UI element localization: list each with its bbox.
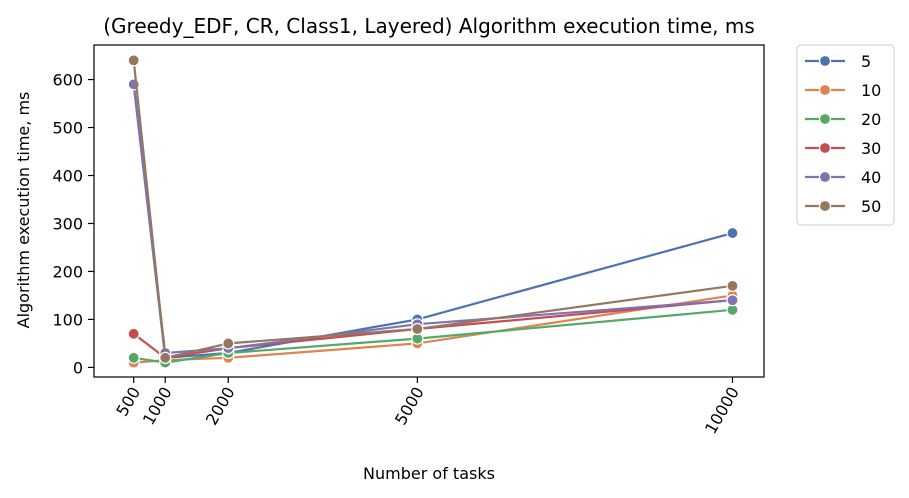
x-tick-label: 5000: [391, 384, 428, 429]
x-tick-label: 2000: [202, 384, 239, 429]
plot-frame: [93, 44, 765, 378]
legend-label: 30: [861, 139, 881, 158]
legend-item: 10: [805, 81, 881, 100]
data-point: [411, 322, 424, 336]
series-50: [127, 54, 739, 364]
y-tick-label: 100: [52, 310, 83, 329]
x-axis-label: Number of tasks: [363, 464, 495, 483]
legend-label: 50: [861, 197, 881, 216]
legend-swatch-marker: [818, 112, 832, 126]
data-point: [726, 294, 739, 307]
data-point: [726, 279, 739, 292]
data-point: [127, 351, 140, 364]
legend-item: 20: [805, 110, 881, 129]
y-axis-label: Algorithm execution time, ms: [14, 92, 33, 329]
legend-label: 10: [861, 81, 881, 100]
data-point: [726, 226, 739, 240]
y-tick-label: 600: [52, 71, 83, 90]
y-tick-label: 0: [73, 358, 83, 377]
x-tick-label: 1000: [139, 384, 176, 429]
legend-swatch-marker: [818, 170, 832, 184]
legend-label: 5: [861, 52, 871, 71]
data-point: [222, 337, 235, 350]
legend-label: 40: [861, 168, 881, 187]
data-point: [127, 327, 140, 340]
chart-title: (Greedy_EDF, CR, Class1, Layered) Algori…: [103, 14, 755, 38]
legend-item: 40: [805, 168, 881, 187]
plot-area: [93, 44, 765, 378]
legend: 5 10 20 30 40 50: [796, 44, 895, 226]
y-tick-label: 500: [52, 119, 83, 138]
data-point: [127, 54, 140, 67]
legend-item: 50: [805, 197, 881, 216]
x-tick-label: 500: [112, 384, 144, 420]
legend-swatch-marker: [818, 141, 832, 155]
y-tick-label: 300: [52, 214, 83, 233]
legend-label: 20: [861, 110, 881, 129]
y-tick-label: 200: [52, 262, 83, 281]
chart-marks: [127, 54, 739, 369]
legend-swatch-marker: [818, 54, 832, 68]
x-tick-label: 10000: [701, 384, 743, 438]
legend-swatch-marker: [818, 199, 832, 213]
legend-swatch-marker: [818, 83, 832, 97]
legend-item: 5: [805, 52, 871, 71]
y-axis: 0 100 200 300 400 500 600: [52, 71, 94, 377]
y-tick-label: 400: [52, 166, 83, 185]
data-point: [159, 351, 172, 364]
legend-item: 30: [805, 139, 881, 158]
